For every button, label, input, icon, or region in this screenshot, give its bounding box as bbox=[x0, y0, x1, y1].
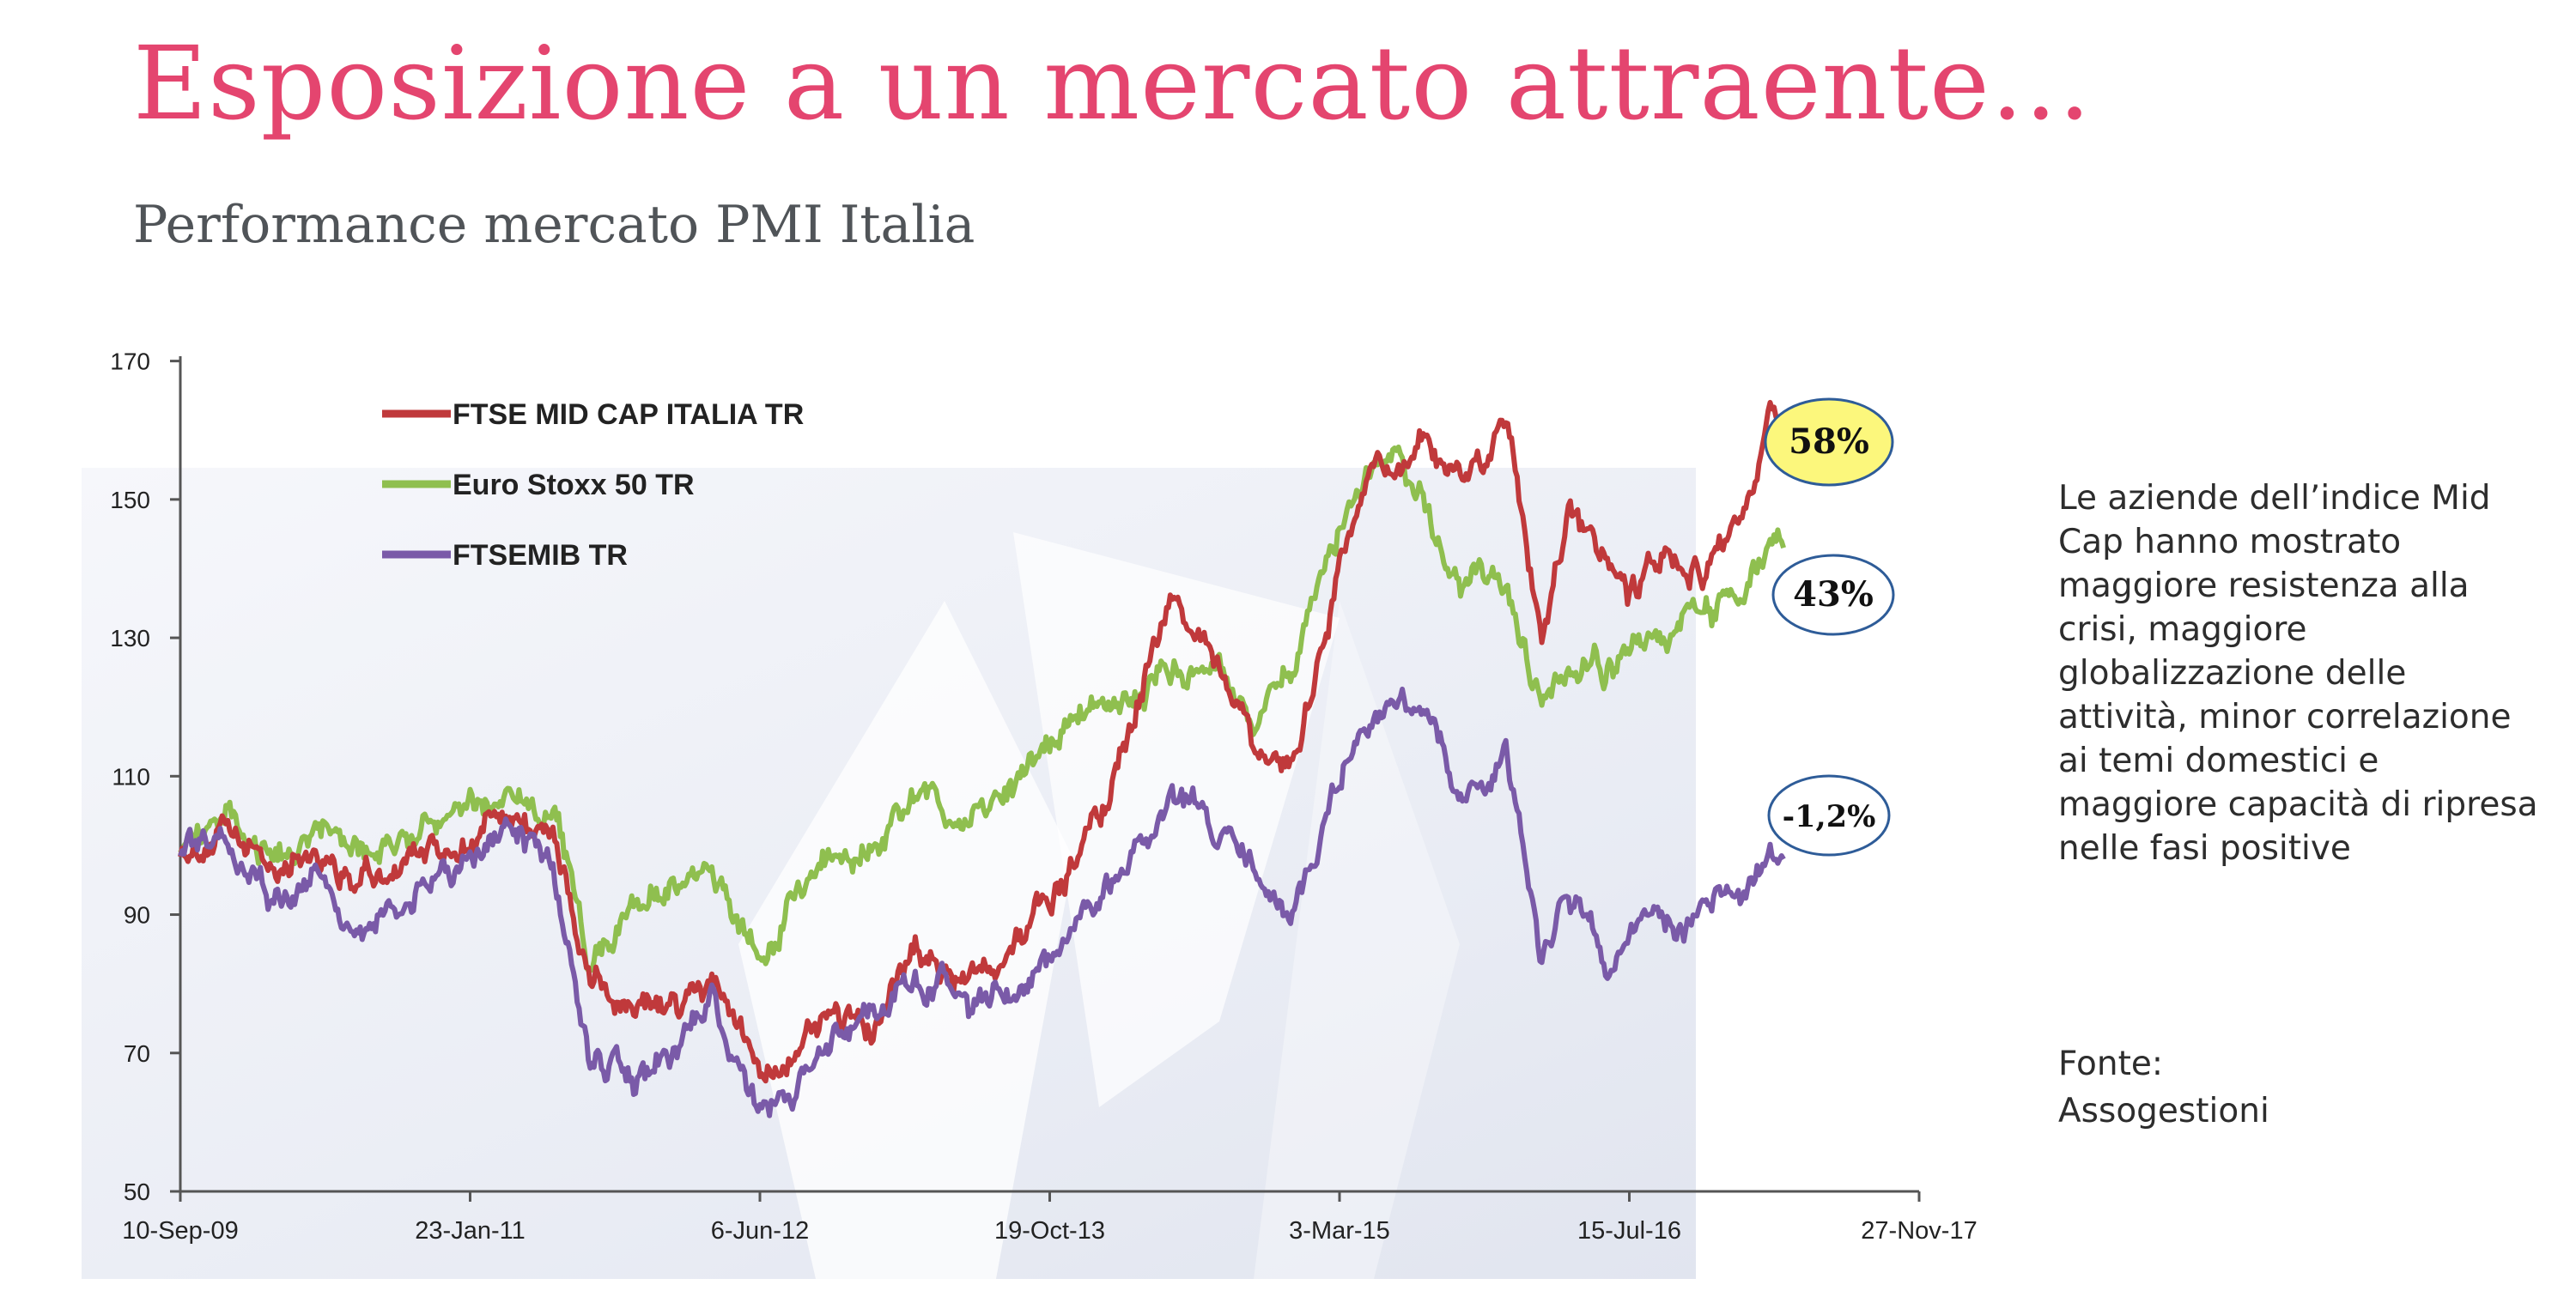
series-line-1 bbox=[178, 399, 1786, 1084]
series-line-2 bbox=[178, 686, 1786, 1118]
y-tick-label: 150 bbox=[110, 487, 150, 513]
source-value: Assogestioni bbox=[2058, 1092, 2269, 1130]
callout-label: 58% bbox=[1789, 421, 1869, 462]
callout-ellipse bbox=[1767, 774, 1891, 857]
callout-label: -1,2% bbox=[1783, 799, 1876, 834]
legend-label: FTSEMIB TR bbox=[453, 539, 628, 572]
y-tick-label: 170 bbox=[110, 348, 150, 375]
slide-subtitle: Performance mercato PMI Italia bbox=[133, 195, 975, 255]
callout-ellipse bbox=[1764, 397, 1894, 487]
x-tick-label: 19-Oct-13 bbox=[994, 1217, 1105, 1245]
y-tick-label: 130 bbox=[110, 625, 150, 651]
legend-label: Euro Stoxx 50 TR bbox=[453, 469, 695, 501]
source-note: Fonte: Assogestioni bbox=[2058, 1040, 2488, 1135]
x-tick-label: 15-Jul-16 bbox=[1577, 1217, 1681, 1245]
source-label: Fonte: bbox=[2058, 1045, 2164, 1083]
series-line-0 bbox=[178, 444, 1786, 973]
x-tick-label: 23-Jan-11 bbox=[415, 1217, 525, 1245]
legend-label: FTSE MID CAP ITALIA TR bbox=[453, 398, 804, 431]
description-text: Le aziende dell’indice Mid Cap hanno mos… bbox=[2058, 479, 2538, 868]
y-tick-label: 50 bbox=[124, 1179, 150, 1205]
callout-ellipse bbox=[1771, 554, 1895, 636]
chart-legend: FTSE MID CAP ITALIA TR Euro Stoxx 50 TR FT… bbox=[382, 398, 804, 572]
y-tick-label: 90 bbox=[124, 902, 150, 929]
x-tick-label: 10-Sep-09 bbox=[122, 1217, 238, 1245]
callout-label: 43% bbox=[1793, 574, 1874, 615]
x-tick-label: 3-Mar-15 bbox=[1289, 1217, 1390, 1245]
y-tick-label: 110 bbox=[112, 763, 150, 790]
y-tick-label: 70 bbox=[124, 1040, 150, 1067]
x-tick-label: 6-Jun-12 bbox=[711, 1217, 809, 1245]
slide-title: Esposizione a un mercato attraente… bbox=[133, 24, 2093, 142]
x-tick-label: 27-Nov-17 bbox=[1861, 1217, 1977, 1245]
